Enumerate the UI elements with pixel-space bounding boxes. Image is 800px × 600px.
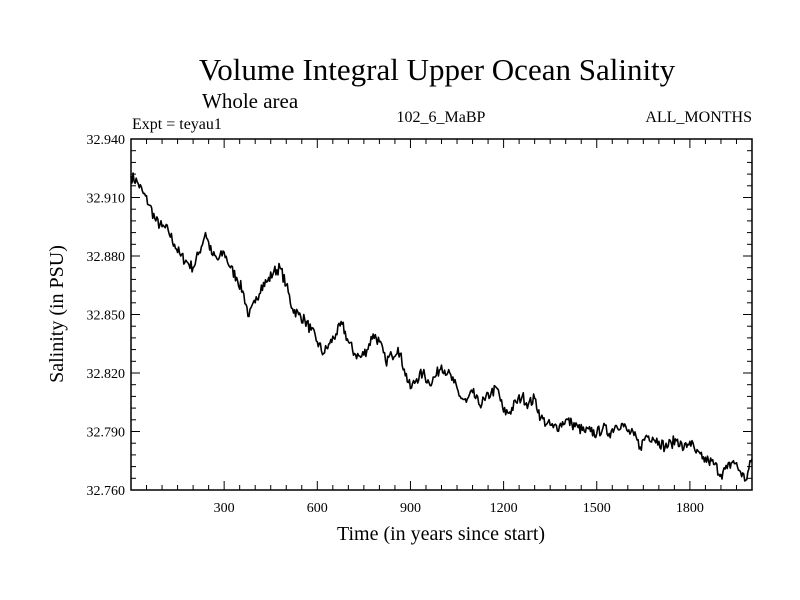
period-label: ALL_MONTHS [645, 109, 752, 126]
y-tick-label: 32.940 [87, 133, 126, 148]
x-axis-label: Time (in years since start) [337, 523, 545, 545]
x-tick-label: 900 [400, 501, 421, 516]
chart-subtitle: Whole area [202, 89, 299, 113]
x-tick-label: 600 [307, 501, 328, 516]
y-tick-label: 32.880 [87, 250, 126, 265]
x-axis-ticks: 300 600 900 1200 1500 1800 [146, 139, 737, 516]
run-label: 102_6_MaBP [397, 109, 486, 126]
salinity-series-line [130, 172, 753, 482]
y-tick-label: 32.790 [87, 426, 126, 441]
chart-title: Volume Integral Upper Ocean Salinity [199, 52, 676, 87]
y-axis-ticks: 32.760 32.790 32.820 32.850 32.880 32.910 32.9… [87, 133, 752, 499]
x-tick-label: 1200 [490, 501, 518, 516]
y-tick-label: 32.760 [87, 484, 126, 499]
y-tick-label: 32.910 [87, 192, 126, 207]
y-axis-label: Salinity (in PSU) [46, 245, 68, 383]
x-tick-label: 300 [214, 501, 235, 516]
y-tick-label: 32.850 [87, 309, 126, 324]
plot-frame [130, 138, 753, 491]
x-tick-label: 1500 [583, 501, 611, 516]
y-tick-label: 32.820 [87, 367, 126, 382]
experiment-label: Expt = teyau1 [132, 116, 222, 133]
x-tick-label: 1800 [676, 501, 704, 516]
